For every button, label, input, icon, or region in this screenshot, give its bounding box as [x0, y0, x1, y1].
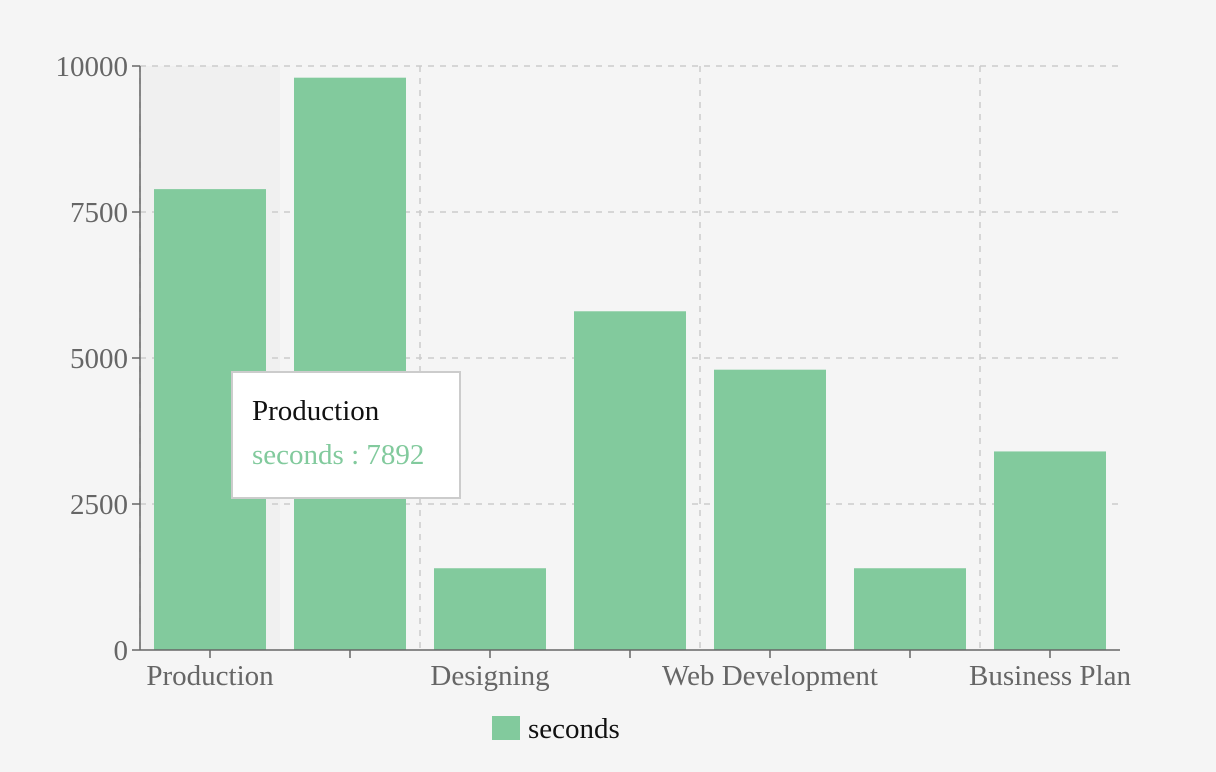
y-tick-label-2: 5000	[70, 343, 128, 375]
tooltip-title: Production	[252, 395, 380, 427]
bar-1	[294, 77, 406, 651]
x-tick-label-4: Web Development	[662, 660, 878, 692]
y-tick-label-1: 2500	[70, 489, 128, 521]
bar-4	[714, 369, 826, 650]
y-tick-label-0: 0	[114, 635, 129, 667]
x-tick-label-6: Business Plan	[969, 660, 1131, 692]
bar-3	[574, 311, 686, 650]
tooltip-value-line: seconds : 7892	[252, 437, 459, 473]
y-tick-label-4: 10000	[56, 51, 129, 83]
x-tick-label-0: Production	[146, 660, 274, 692]
chart-tooltip: Production seconds : 7892	[231, 371, 461, 499]
bar-2	[434, 568, 546, 650]
bar-5	[854, 568, 966, 650]
y-tick-label-3: 7500	[70, 197, 128, 229]
x-tick-label-2: Designing	[430, 660, 549, 692]
legend-label-0: seconds	[528, 713, 620, 745]
tooltip-series-name: seconds	[252, 439, 344, 471]
tooltip-separator: :	[343, 439, 367, 471]
bar-6	[994, 451, 1106, 650]
legend-swatch-0	[492, 716, 520, 740]
tooltip-value: 7892	[366, 439, 425, 471]
